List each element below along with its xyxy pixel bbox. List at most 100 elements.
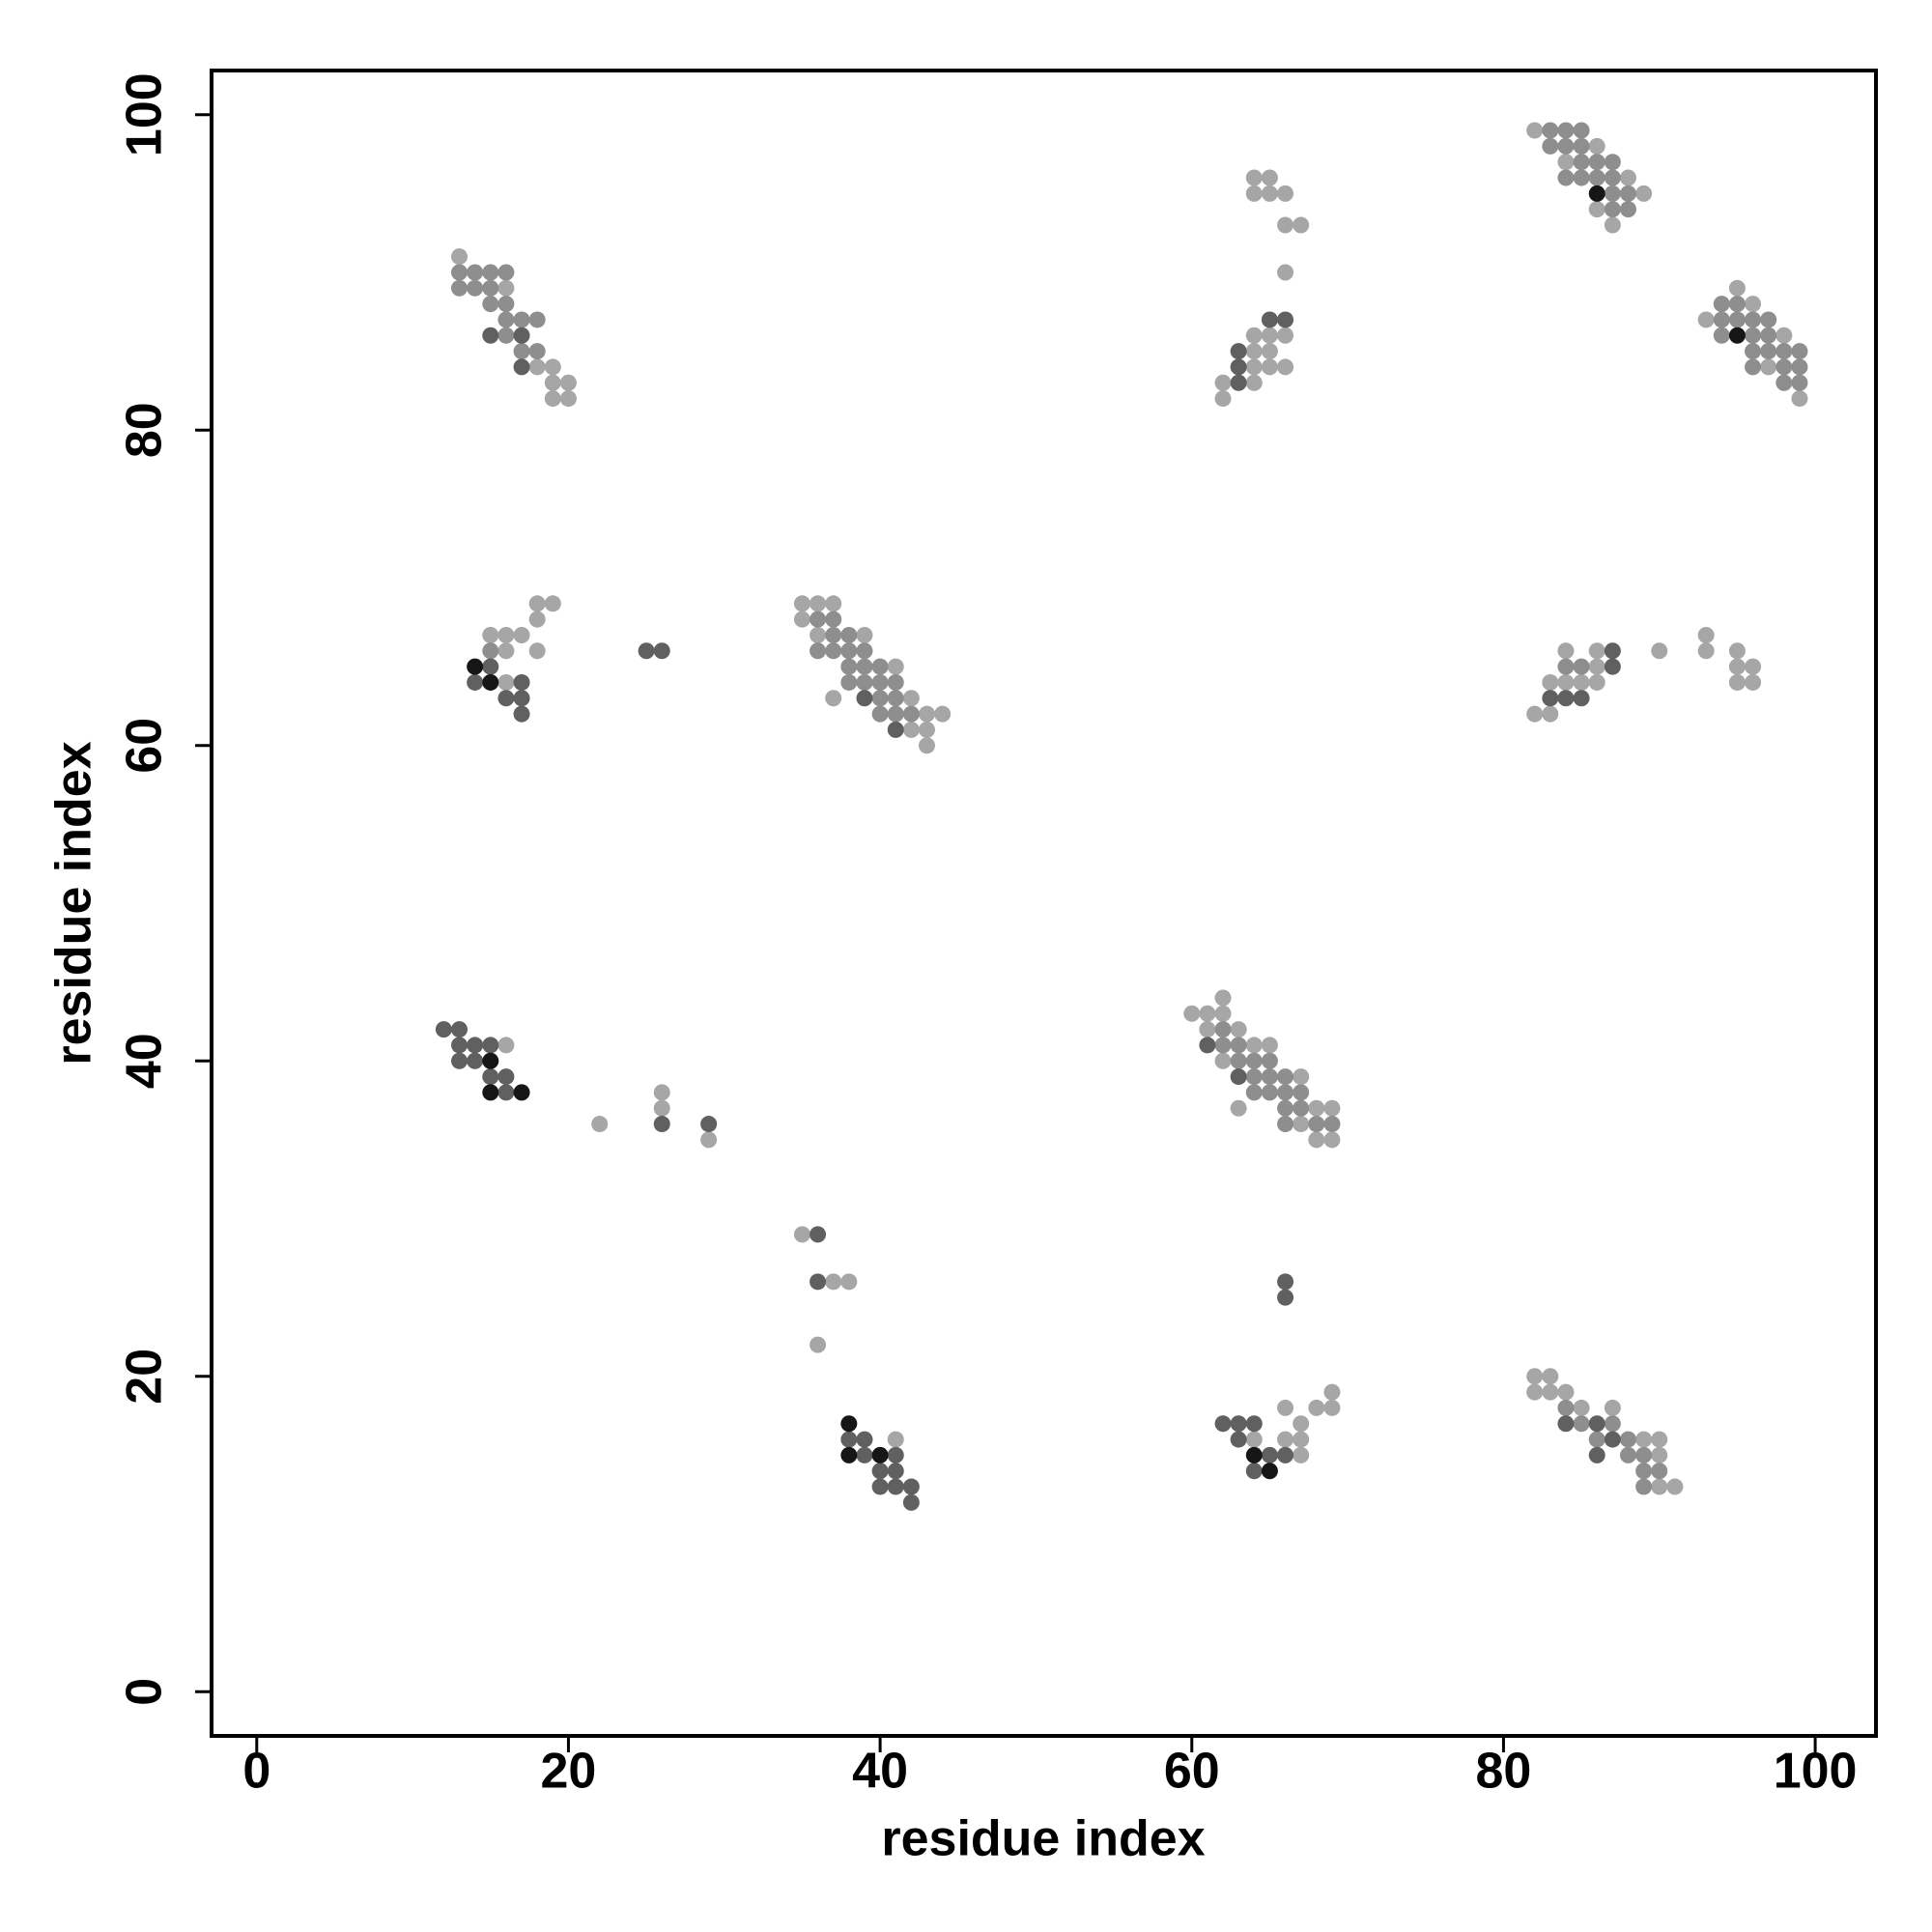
point — [653, 1084, 670, 1101]
point — [1230, 1068, 1247, 1086]
point — [810, 1226, 827, 1243]
point — [1573, 169, 1590, 186]
point — [871, 1463, 889, 1480]
point — [1261, 169, 1278, 186]
point — [856, 673, 873, 691]
point — [825, 626, 842, 643]
point — [1728, 642, 1746, 660]
point — [840, 673, 858, 691]
point — [1245, 327, 1263, 344]
point — [1245, 169, 1263, 186]
point — [1776, 358, 1793, 376]
point — [559, 390, 577, 408]
point — [1245, 1068, 1263, 1086]
point — [887, 658, 904, 675]
point — [1635, 1431, 1653, 1448]
point — [1588, 1446, 1605, 1463]
point — [1230, 358, 1247, 376]
point — [902, 1493, 920, 1511]
point — [1245, 374, 1263, 391]
point — [1230, 1415, 1247, 1433]
point — [825, 595, 842, 612]
point — [887, 721, 904, 738]
point — [1557, 122, 1575, 139]
point — [1713, 296, 1730, 313]
point — [1604, 185, 1621, 202]
point — [1245, 1463, 1263, 1480]
point — [1261, 1463, 1278, 1480]
point — [1230, 1021, 1247, 1038]
point — [497, 327, 515, 344]
point — [1776, 374, 1793, 391]
point — [591, 1116, 609, 1133]
point — [856, 690, 873, 707]
point — [467, 1052, 484, 1069]
point — [1557, 169, 1575, 186]
point — [825, 611, 842, 628]
point — [856, 658, 873, 675]
point — [1745, 343, 1762, 360]
point — [871, 690, 889, 707]
point — [825, 1273, 842, 1291]
point — [528, 358, 546, 376]
x-axis-label: residue index — [881, 1811, 1205, 1867]
point — [451, 1021, 469, 1038]
point — [482, 279, 499, 297]
point — [840, 1273, 858, 1291]
point — [1619, 185, 1636, 202]
point — [810, 1273, 827, 1291]
point — [1261, 185, 1278, 202]
point — [887, 705, 904, 723]
point — [1542, 1383, 1559, 1401]
point — [1293, 1415, 1310, 1433]
point — [840, 626, 858, 643]
point — [1776, 327, 1793, 344]
point — [528, 343, 546, 360]
point — [887, 1463, 904, 1480]
point — [1573, 658, 1590, 675]
point — [1697, 626, 1715, 643]
point — [1261, 327, 1278, 344]
point — [1604, 642, 1621, 660]
point — [1651, 1463, 1668, 1480]
point — [1293, 1084, 1310, 1101]
point — [482, 626, 499, 643]
x-tick-label: 80 — [1476, 1744, 1532, 1800]
point — [1323, 1399, 1341, 1416]
point — [653, 642, 670, 660]
point — [1760, 358, 1777, 376]
point — [1557, 1383, 1575, 1401]
point — [810, 626, 827, 643]
point — [1635, 1463, 1653, 1480]
plot-frame — [210, 69, 1878, 1738]
point — [1760, 343, 1777, 360]
point — [497, 626, 515, 643]
point — [919, 721, 936, 738]
point — [1760, 311, 1777, 328]
point — [1277, 1399, 1294, 1416]
point — [1619, 1431, 1636, 1448]
point — [840, 642, 858, 660]
point — [1308, 1131, 1325, 1149]
point — [1323, 1131, 1341, 1149]
point — [1526, 705, 1544, 723]
point — [1588, 1431, 1605, 1448]
y-tick-label: 80 — [117, 402, 173, 458]
point — [497, 279, 515, 297]
point — [1277, 311, 1294, 328]
point — [497, 311, 515, 328]
point — [497, 264, 515, 281]
point — [1604, 1431, 1621, 1448]
point — [1261, 1068, 1278, 1086]
y-tick-label: 100 — [117, 72, 173, 156]
point — [1277, 1446, 1294, 1463]
point — [497, 673, 515, 691]
point — [513, 626, 530, 643]
point — [1261, 1037, 1278, 1054]
point — [1745, 358, 1762, 376]
point — [1728, 327, 1746, 344]
point — [1791, 374, 1808, 391]
point — [638, 642, 655, 660]
x-tick-label: 0 — [242, 1744, 270, 1800]
